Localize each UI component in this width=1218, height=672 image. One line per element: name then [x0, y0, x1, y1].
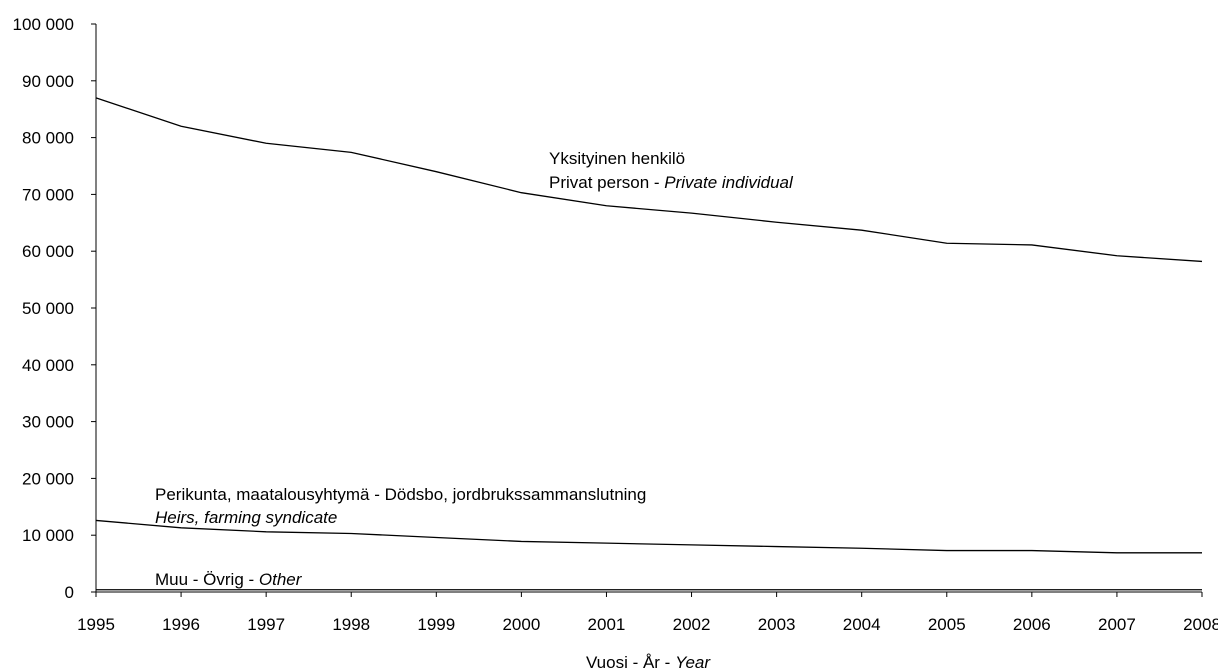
x-tick-label: 2001 [588, 615, 626, 634]
x-axis-title: Vuosi - År - Year [586, 653, 711, 672]
y-tick-label: 60 000 [22, 242, 74, 261]
x-tick-label: 2006 [1013, 615, 1051, 634]
series-label-heirs-line2: Heirs, farming syndicate [155, 508, 337, 527]
x-tick-label: 1996 [162, 615, 200, 634]
y-tick-label: 20 000 [22, 469, 74, 488]
y-tick-label: 80 000 [22, 129, 74, 148]
x-tick-label: 1995 [77, 615, 115, 634]
y-tick-label: 100 000 [13, 15, 74, 34]
y-tick-label: 70 000 [22, 185, 74, 204]
series-label-other-italic: Other [259, 570, 303, 589]
y-tick-label: 90 000 [22, 72, 74, 91]
y-tick-label: 40 000 [22, 356, 74, 375]
series-label-other: Muu - Övrig - Other [155, 570, 303, 589]
x-tick-label: 2005 [928, 615, 966, 634]
x-axis-title-prefix: Vuosi - År - [586, 653, 675, 672]
y-tick-label: 50 000 [22, 299, 74, 318]
series-label-private-prefix: Privat person - [549, 173, 664, 192]
series-label-private-line1: Yksityinen henkilö [549, 149, 685, 168]
x-axis: 1995 1996 1997 1998 1999 2000 2001 2002 2003 2004… [77, 591, 1218, 634]
x-tick-label: 1998 [332, 615, 370, 634]
series-label-private-line2: Privat person - Private individual [549, 173, 794, 192]
series-line-private-individual [95, 97, 1203, 263]
y-axis: 0 10 000 20 000 30 000 40 000 50 000 60 000 70 … [13, 15, 97, 602]
series-label-other-prefix: Muu - Övrig - [155, 570, 259, 589]
series-lines [95, 97, 1203, 591]
x-tick-label: 1997 [247, 615, 285, 634]
x-tick-label: 2008 [1183, 615, 1218, 634]
y-tick-label: 10 000 [22, 526, 74, 545]
x-tick-label: 1999 [417, 615, 455, 634]
x-tick-label: 2002 [673, 615, 711, 634]
x-tick-label: 2007 [1098, 615, 1136, 634]
y-tick-label: 0 [65, 583, 74, 602]
x-tick-label: 2003 [758, 615, 796, 634]
series-label-heirs-line1: Perikunta, maatalousyhtymä - Dödsbo, jor… [155, 485, 646, 504]
x-tick-label: 2004 [843, 615, 881, 634]
series-line-heirs-farming-syndicate [95, 519, 1202, 554]
y-tick-label: 30 000 [22, 413, 74, 432]
x-axis-title-italic: Year [675, 653, 711, 672]
x-tick-label: 2000 [502, 615, 540, 634]
series-label-private-italic: Private individual [664, 173, 794, 192]
